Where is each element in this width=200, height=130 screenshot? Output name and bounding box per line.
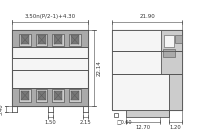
Bar <box>164 35 174 47</box>
Text: 1.50: 1.50 <box>45 120 56 125</box>
Text: 2.15: 2.15 <box>80 120 91 125</box>
Bar <box>112 51 182 74</box>
Bar <box>54 35 62 44</box>
Text: 21.90: 21.90 <box>139 14 155 20</box>
Bar <box>69 34 81 46</box>
Bar <box>169 74 182 110</box>
Bar <box>12 30 88 47</box>
Bar <box>12 30 88 106</box>
Text: 3.40: 3.40 <box>0 103 4 115</box>
Bar <box>126 110 169 117</box>
Bar <box>163 49 175 57</box>
Bar <box>12 88 88 106</box>
Bar <box>71 91 79 100</box>
Bar <box>54 91 62 100</box>
Bar <box>38 35 46 44</box>
Bar <box>36 34 47 46</box>
Bar <box>112 30 182 51</box>
Text: 1.20: 1.20 <box>170 125 182 130</box>
Text: 22.14: 22.14 <box>97 60 102 76</box>
Bar <box>112 30 182 110</box>
Bar <box>19 34 31 46</box>
Bar <box>175 35 182 43</box>
Bar <box>19 89 31 102</box>
Bar <box>38 91 46 100</box>
Text: 3.50n(P/2-1)+4.30: 3.50n(P/2-1)+4.30 <box>24 14 75 20</box>
Text: □0.60: □0.60 <box>116 120 132 125</box>
Bar <box>69 89 81 102</box>
Bar <box>21 35 29 44</box>
Bar <box>71 35 79 44</box>
Bar <box>21 91 29 100</box>
Bar <box>161 30 182 51</box>
Bar <box>12 58 88 70</box>
Bar <box>52 89 64 102</box>
Bar <box>112 74 169 110</box>
Bar <box>36 89 47 102</box>
Bar <box>52 34 64 46</box>
Text: 12.70: 12.70 <box>135 125 151 130</box>
Bar <box>161 51 182 74</box>
Bar <box>114 113 118 117</box>
